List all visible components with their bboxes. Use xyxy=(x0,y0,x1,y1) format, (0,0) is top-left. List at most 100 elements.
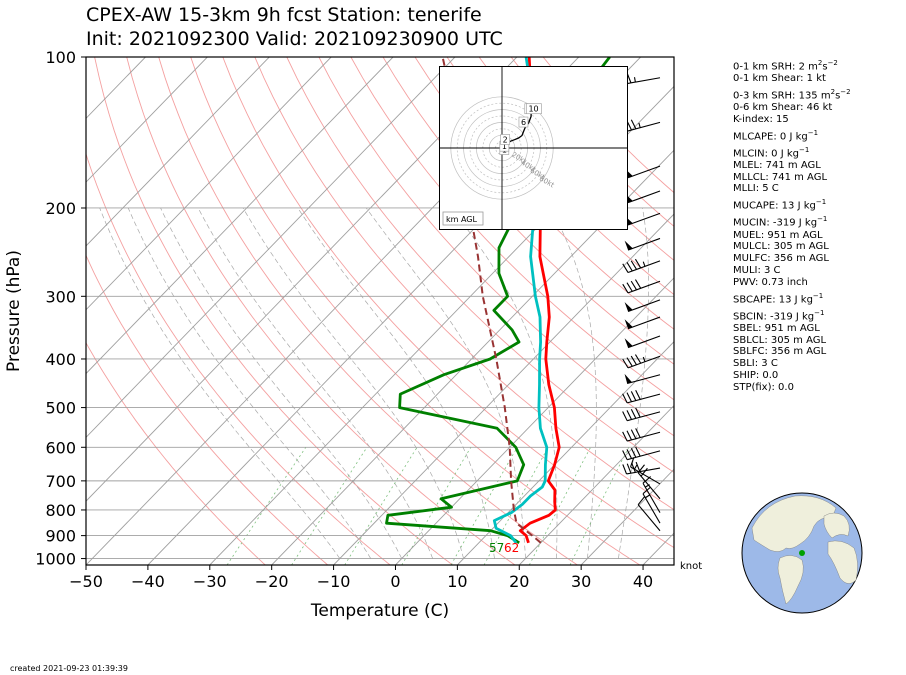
stat-line: PWV: 0.73 inch xyxy=(733,276,808,288)
hodograph-label-box xyxy=(442,211,484,226)
stat-line: MUCIN: -319 J kg−1 xyxy=(733,215,828,229)
stat-line: MUEL: 951 m AGL xyxy=(733,229,823,241)
barb-flag xyxy=(630,429,637,439)
stat-line: MULCL: 305 m AGL xyxy=(733,241,829,253)
mixing-ratio-line xyxy=(344,447,418,565)
x-tick-label: −30 xyxy=(193,572,227,591)
mixing-ratio-line xyxy=(483,447,549,565)
stat-line: MLEL: 741 m AGL xyxy=(733,159,821,171)
station-marker xyxy=(799,550,805,556)
wind-barb xyxy=(622,73,661,85)
hodograph-height-label: 10 xyxy=(528,105,538,114)
barb-pennant xyxy=(624,302,633,312)
y-tick-label: 700 xyxy=(45,472,76,491)
barb-pennant xyxy=(624,240,633,251)
mixing-ratio-line xyxy=(528,447,591,565)
isotherm xyxy=(86,57,394,375)
barb-staff xyxy=(627,411,661,422)
stat-line: STP(fix): 0.0 xyxy=(733,381,794,393)
moist-adiabat xyxy=(197,207,434,559)
barb-staff xyxy=(627,237,661,251)
y-tick-label: 1000 xyxy=(35,550,76,569)
dry-adiabat xyxy=(86,254,328,565)
isotherm xyxy=(86,57,518,502)
mixing-ratio-line xyxy=(226,447,307,565)
barb-flag xyxy=(626,357,633,367)
dry-adiabat xyxy=(318,57,674,437)
barb-staff xyxy=(627,299,661,313)
y-tick-label: 500 xyxy=(45,399,76,418)
barb-staff xyxy=(627,316,661,330)
barb-staff xyxy=(627,450,661,461)
barb-staff xyxy=(627,393,661,404)
dry-adiabat xyxy=(94,57,453,565)
barb-flag xyxy=(637,464,645,474)
barb-halfflag xyxy=(642,261,646,267)
wind-barb xyxy=(624,316,661,330)
hodograph-height-label: 1 xyxy=(502,142,507,151)
dry-adiabat xyxy=(446,57,674,296)
barb-staff xyxy=(627,212,661,226)
moist-adiabat xyxy=(127,207,372,559)
barb-staff xyxy=(627,190,661,204)
isotherm xyxy=(271,149,674,565)
stat-line: 0-1 km SRH: 2 m2s−2 xyxy=(733,59,838,73)
moist-adiabat xyxy=(550,207,597,559)
y-axis-label: Pressure (hPa) xyxy=(4,250,24,372)
y-tick-label: 200 xyxy=(45,199,76,218)
x-tick-label: 10 xyxy=(447,572,467,591)
dry-adiabat xyxy=(190,57,641,565)
x-tick-label: 30 xyxy=(571,572,591,591)
globe-land-africa xyxy=(827,540,858,584)
barb-flag xyxy=(630,457,635,468)
dry-adiabat xyxy=(382,57,674,365)
barb-staff xyxy=(642,493,661,524)
stat-line: SBLFC: 356 m AGL xyxy=(733,346,827,358)
dry-adiabat xyxy=(286,57,674,473)
x-tick-label: −20 xyxy=(255,572,289,591)
barb-pennant xyxy=(624,373,632,384)
x-tick-label: −10 xyxy=(317,572,351,591)
barb-flag xyxy=(635,446,641,457)
barb-flag xyxy=(626,392,632,402)
barb-halfflag xyxy=(644,484,650,488)
stat-line: SBCIN: -319 J kg−1 xyxy=(733,308,825,322)
hodograph-height-box xyxy=(526,103,542,115)
barb-flag xyxy=(637,496,645,506)
barb-staff xyxy=(637,472,661,500)
barb-flag xyxy=(622,393,628,404)
moist-adiabat xyxy=(451,207,558,559)
dry-adiabat xyxy=(86,152,391,565)
barb-flag xyxy=(635,428,641,438)
wind-barb xyxy=(642,476,661,513)
wind-barb xyxy=(624,190,661,204)
wind-barb xyxy=(624,373,661,385)
wind-barb xyxy=(622,279,661,294)
barb-flag xyxy=(642,476,652,484)
barb-flag xyxy=(635,390,641,400)
barb-flag xyxy=(622,411,628,421)
isotherm xyxy=(86,57,332,311)
isotherm xyxy=(86,57,456,439)
dry-adiabat xyxy=(414,57,674,330)
dry-adiabat xyxy=(222,57,674,549)
y-tick-label: 100 xyxy=(45,48,76,67)
barb-staff xyxy=(627,355,661,369)
stat-line: MLCIN: 0 J kg−1 xyxy=(733,145,810,160)
stat-line: 0-6 km Shear: 46 kt xyxy=(733,102,833,114)
hodograph: 20kt40kt60kt80kt1126110 km AGL xyxy=(439,66,628,230)
isotherm xyxy=(86,57,270,247)
barb-staff xyxy=(627,280,661,294)
mixing-ratio-line xyxy=(450,447,518,565)
stat-line: MULFC: 356 m AGL xyxy=(733,253,829,265)
created-timestamp: created 2021-09-23 01:39:39 xyxy=(10,664,128,673)
hodograph-height-box xyxy=(500,134,510,145)
isotherm xyxy=(395,277,674,565)
stat-line: SBEL: 951 m AGL xyxy=(733,322,820,334)
barb-flag xyxy=(630,280,637,291)
plot-frame xyxy=(85,56,675,566)
barb-staff xyxy=(630,466,661,485)
x-tick-label: 20 xyxy=(509,572,529,591)
